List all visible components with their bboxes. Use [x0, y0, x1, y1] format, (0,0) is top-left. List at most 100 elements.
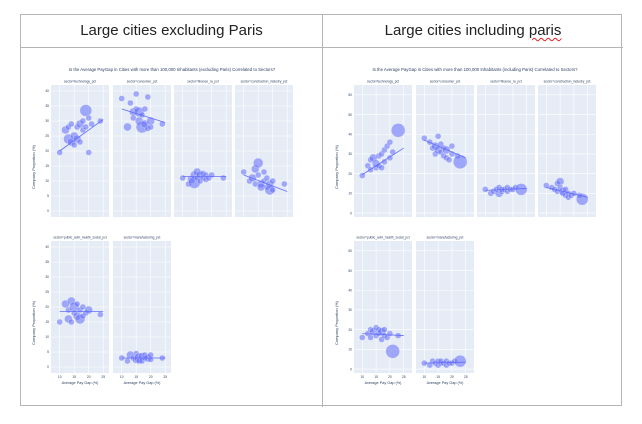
chart-1-facet-2-trendline	[121, 108, 166, 123]
chart-2-facet-5-trendline	[362, 333, 404, 336]
chart-1-facet-5-ytick-label: 25	[45, 290, 49, 294]
chart-2-facet-2-point-18	[453, 154, 468, 169]
chart-2-facet-6-title: sector=manufacturing_pct	[427, 236, 464, 240]
chart-2-facet-5-point-1	[359, 334, 366, 341]
chart-2-facet-5-point-16	[385, 344, 400, 359]
chart-2-facet-5-plot-area	[354, 241, 412, 373]
chart-2-facet-5-point-15	[386, 330, 394, 337]
chart-1-facet-1-point-8	[71, 141, 78, 149]
chart-2-facet-5-ytick-label: 20	[348, 328, 352, 332]
chart-1-facet-1-point-19	[88, 120, 95, 128]
chart-2-facet-5-ytick-label: 30	[348, 308, 352, 312]
chart-1-title: Is the Average PayGap in Cities with mor…	[69, 67, 276, 72]
chart-1-facet-5-point-17	[97, 311, 104, 318]
chart-1-facet-3-point-15	[208, 171, 215, 179]
chart-2-facet-5-xtick-label: 25	[402, 375, 406, 379]
column-divider	[322, 15, 323, 407]
chart-2-facet-6-xtick-label: 10	[422, 375, 426, 379]
chart-1-facet-5-xtick-label: 20	[87, 375, 91, 379]
chart-2-facet-5-point-4	[367, 334, 374, 341]
chart-1-facet-4-point-6	[253, 157, 264, 169]
chart-1-facet-5-xtick-label: 15	[72, 375, 76, 379]
chart-1-facet-6-title: sector=manufacturing_pct	[124, 236, 161, 240]
chart-2-facet-1-point-18	[391, 123, 406, 138]
chart-1-facet-5-xtick-label: 10	[58, 375, 62, 379]
chart-2-facet-3-trendline	[485, 188, 527, 191]
panel-title-including-paris: Large cities including paris	[323, 15, 623, 47]
panel-title-including-paris-main: Large cities including	[384, 22, 529, 39]
chart-1-facet-1-trendline	[59, 119, 104, 152]
chart-1-facet-2-point-18	[159, 120, 166, 128]
chart-2-facet-5-ytick-label: 10	[348, 348, 352, 352]
chart-1-facet-3-point-1	[179, 174, 186, 182]
chart-2-facet-4-title: sector=construction_industry_pct	[544, 80, 591, 84]
chart-1-facet-3-point-16	[220, 174, 227, 182]
chart-2-facet-6-xlabel: Average Pay Gap (%)	[427, 381, 465, 385]
chart-1-facet-4-trendline	[243, 174, 288, 192]
chart-1-facet-6-xtick-label: 10	[120, 375, 124, 379]
chart-2-facet-6-plot-area	[416, 241, 474, 373]
chart-1-ylabel: Company Proportion (%)	[31, 144, 36, 189]
chart-2-ylabel: Company Proportion (%)	[334, 144, 339, 189]
chart-1-facet-1-ytick-label: 10	[45, 179, 49, 183]
chart-2-facet-1-ytick-label: 30	[348, 152, 352, 156]
chart-1-facet-4-title: sector=construction_industry_pct	[241, 80, 288, 84]
chart-2-title: Is the Average PayGap in Cities with mor…	[372, 67, 578, 72]
chart-1-facet-6-xtick-label: 20	[149, 375, 153, 379]
chart-1-facet-4-point-18	[281, 180, 288, 188]
chart-1-facet-6-xtick-label: 15	[134, 375, 138, 379]
chart-1-facet-4-point-13	[263, 174, 271, 182]
chart-2-facet-5-xlabel: Average Pay Gap (%)	[365, 381, 403, 385]
chart-2-facet-5-ytick-label: 40	[348, 288, 352, 292]
chart-2-facet-2-trendline	[424, 139, 466, 159]
chart-1-facet-1-ytick-label: 20	[45, 149, 49, 153]
misspelled-word: paris	[528, 22, 562, 39]
chart-1-facet-4-point-7	[255, 171, 262, 179]
chart-1-facet-5-ytick-label: 20	[45, 305, 49, 309]
chart-1-facet-2-point-13	[141, 105, 149, 113]
chart-2-facet-6-xtick-label: 15	[436, 375, 440, 379]
chart-1-facet-1-title: sector=technology_pct	[64, 80, 96, 84]
chart-1-facet-1-ytick-label: 40	[45, 89, 49, 93]
chart-1-facet-3-title: sector=finance_ra_pct	[187, 80, 219, 84]
chart-1-facet-6-point-15	[147, 351, 154, 359]
chart-2-facet-5-xtick-label: 15	[374, 375, 378, 379]
chart-1-facet-5-ytick-label: 15	[45, 320, 49, 324]
chart-2-facet-5-title: sector=public_adm_health_social_pct	[356, 236, 409, 240]
chart-1-facet-1-ytick-label: 25	[45, 134, 49, 138]
chart-1-facet-1-point-1	[56, 149, 63, 156]
chart-1-facet-6-xlabel: Average Pay Gap (%)	[124, 381, 162, 385]
chart-2-facet-5-ytick-label: 0	[350, 367, 352, 371]
chart-1-facet-1-point-11	[76, 138, 84, 146]
chart-1-facet-6-xtick-label: 25	[163, 375, 167, 379]
chart-2-facet-4-point-17	[576, 193, 589, 206]
chart-2-facet-3-point-1	[482, 186, 489, 193]
chart-1-facet-5-point-16	[84, 305, 93, 315]
chart-1-facet-1-point-15	[79, 104, 92, 117]
chart-2-facet-2-point-14	[445, 156, 453, 164]
chart-2-facet-2-point-1	[421, 135, 428, 142]
chart-1-facet-1-ytick-label: 0	[47, 209, 49, 213]
chart-1-facet-5-ytick-label: 0	[47, 365, 49, 369]
chart-2-facet-5-ytick-label: 50	[348, 269, 352, 273]
chart-2-facet-6-trendline	[424, 361, 466, 364]
chart-2-facet-5-xtick-label: 20	[388, 375, 392, 379]
chart-2-facet-1-point-16	[386, 138, 394, 146]
chart-2-facet-1-ytick-label: 20	[348, 172, 352, 176]
chart-2-facet-1-ytick-label: 50	[348, 113, 352, 117]
chart-1-facet-1-ytick-label: 30	[45, 119, 49, 123]
chart-1-facet-5-ytick-label: 35	[45, 260, 49, 264]
chart-1-facet-1-point-6	[68, 120, 75, 128]
chart-2-facet-1-ytick-label: 10	[348, 192, 352, 196]
chart-2-facet-6-point-15	[454, 355, 467, 368]
chart-1-facet-2-point-15	[144, 93, 151, 101]
chart-2-facet-5-xtick-label: 10	[360, 375, 364, 379]
chart-2-facet-1-title: sector=technology_pct	[367, 80, 399, 84]
chart-1-facet-5-point-10	[73, 300, 81, 308]
chart-2-facet-3-title: sector=finance_ra_pct	[490, 80, 522, 84]
chart-1-facet-1-point-18	[85, 114, 92, 122]
chart-1-facet-2-point-3	[127, 99, 134, 107]
chart-2-facet-5-ytick-label: 60	[348, 249, 352, 253]
chart-1-facet-5-ytick-label: 10	[45, 335, 49, 339]
chart-1-facet-1-point-14	[79, 117, 87, 125]
